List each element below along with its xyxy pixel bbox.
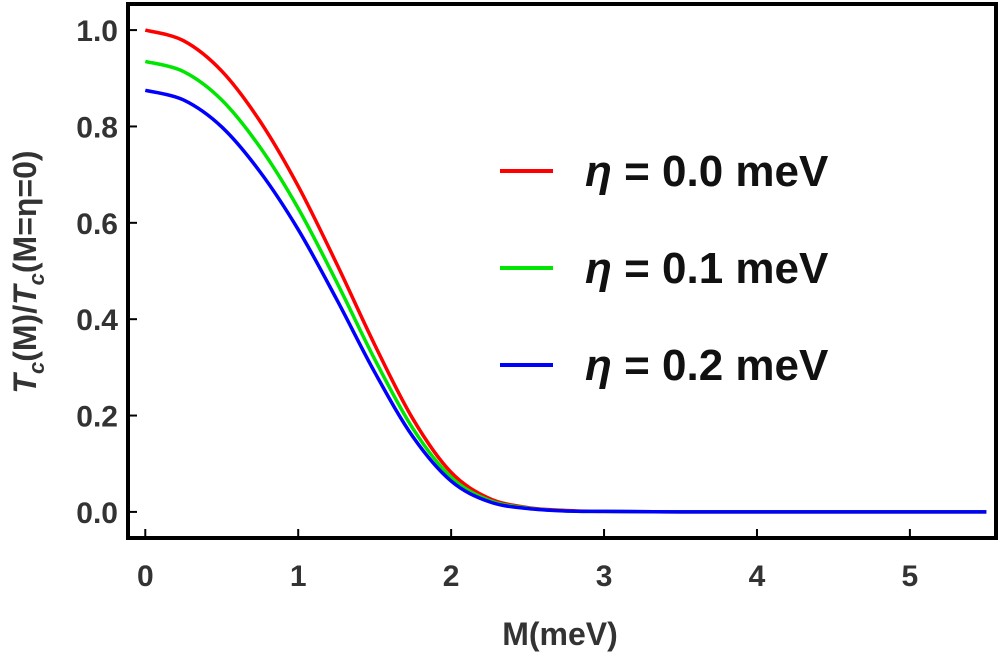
y-tick-label: 0.6 bbox=[76, 208, 118, 241]
legend-label-1: η = 0.1 meV bbox=[585, 244, 829, 293]
y-tick-label: 0.2 bbox=[76, 401, 118, 434]
series-line-2 bbox=[144, 88, 987, 514]
series-line-0 bbox=[144, 28, 987, 514]
legend-label-text: = 0.0 meV bbox=[612, 147, 829, 196]
y-label-t2: T bbox=[7, 283, 43, 305]
y-label-sub1: c bbox=[24, 362, 49, 374]
legend-label-text: = 0.2 meV bbox=[612, 341, 829, 390]
y-label-sub2: c bbox=[24, 273, 49, 285]
x-axis-ticks: 0 1 2 3 4 5 bbox=[137, 529, 918, 593]
y-axis-label: Tc(M)/Tc(M=η=0) bbox=[7, 150, 49, 393]
x-tick-label: 1 bbox=[290, 560, 307, 593]
y-label-t1: T bbox=[7, 372, 43, 394]
legend-eta-symbol: η bbox=[585, 147, 612, 196]
series-line-1 bbox=[144, 59, 987, 514]
y-tick-label: 0.4 bbox=[76, 304, 118, 337]
y-tick-label: 0.8 bbox=[76, 111, 118, 144]
y-axis-ticks: 0.0 0.2 0.4 0.6 0.8 1.0 bbox=[76, 15, 137, 530]
y-tick-label: 0.0 bbox=[76, 497, 118, 530]
x-tick-label: 0 bbox=[137, 560, 154, 593]
legend-label-text: = 0.1 meV bbox=[612, 244, 829, 293]
legend-eta-symbol: η bbox=[585, 244, 612, 293]
plot-frame bbox=[126, 2, 998, 540]
series-lines bbox=[144, 28, 987, 514]
legend-label-0: η = 0.0 meV bbox=[585, 147, 829, 196]
legend-label-2: η = 0.2 meV bbox=[585, 341, 829, 390]
y-tick-label: 1.0 bbox=[76, 15, 118, 48]
y-label-mid2: (M=η=0) bbox=[7, 150, 43, 273]
x-tick-label: 2 bbox=[443, 560, 460, 593]
x-axis-label: M(meV) bbox=[502, 616, 618, 652]
x-tick-label: 3 bbox=[596, 560, 613, 593]
y-label-mid1: (M)/ bbox=[7, 305, 43, 362]
x-tick-label: 4 bbox=[749, 560, 766, 593]
legend-eta-symbol: η bbox=[585, 341, 612, 390]
x-tick-label: 5 bbox=[902, 560, 919, 593]
